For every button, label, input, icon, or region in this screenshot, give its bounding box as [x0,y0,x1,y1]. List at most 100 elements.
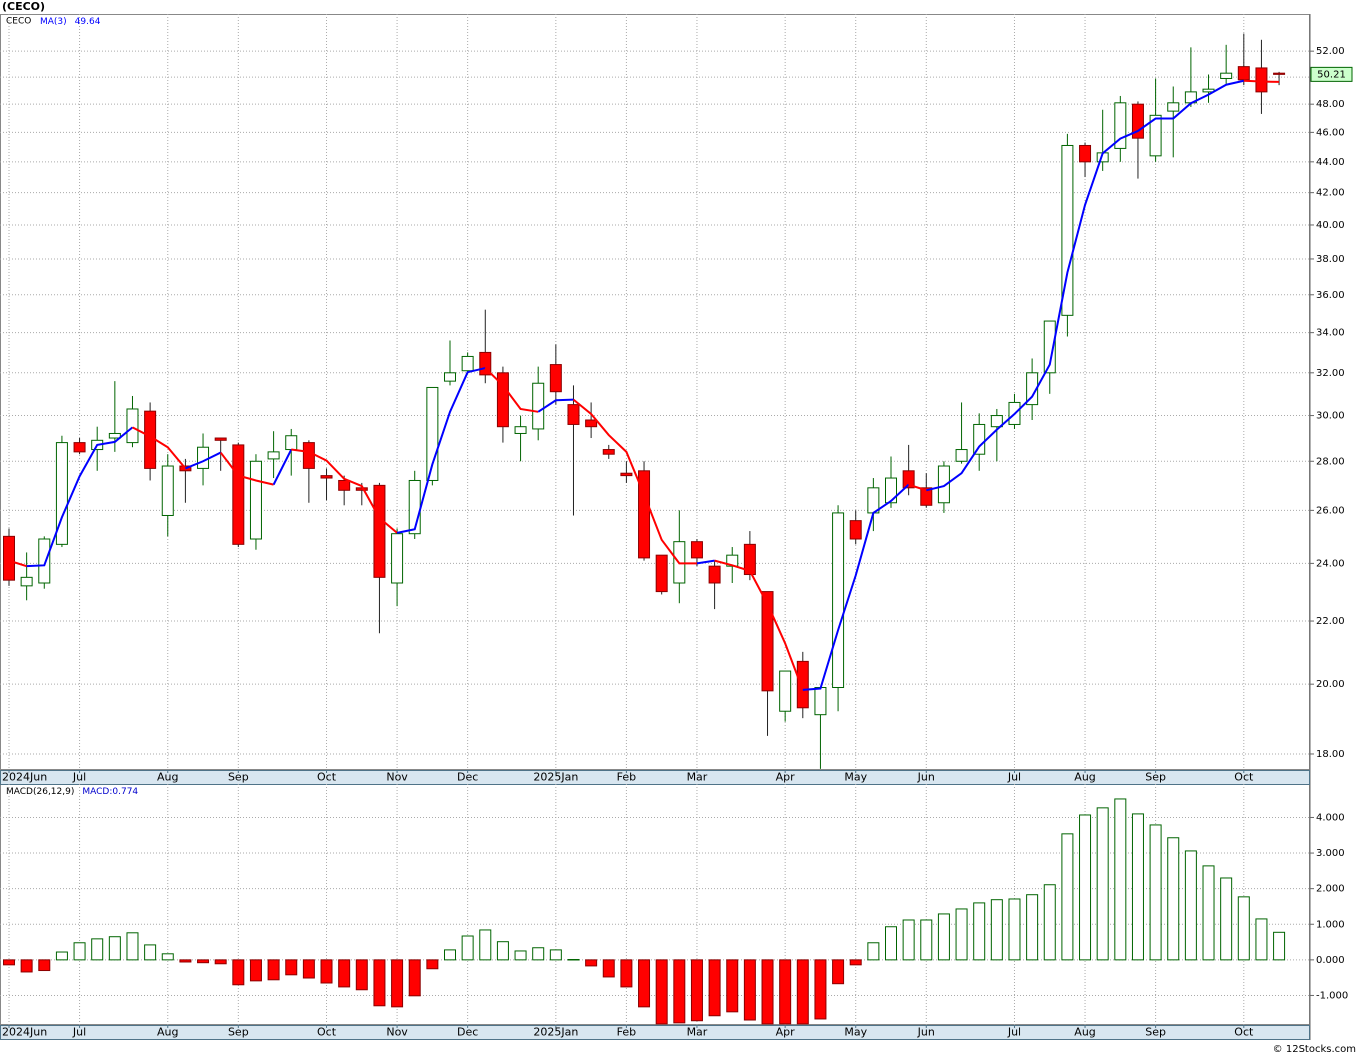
x-tick-label: 2025Jan [533,771,578,784]
candle-body [690,541,703,559]
macd-bar [391,959,404,1008]
x-tick-label: Oct [1234,1026,1254,1039]
y-tick-label: 30.00 [1316,411,1345,422]
x-tick-label: Oct [317,1026,337,1039]
macd-bar [1237,896,1250,961]
x-tick-label: Apr [776,1026,796,1039]
candle-body [302,442,315,469]
macd-bar [144,944,157,961]
y-tick-label: 3.000 [1316,848,1345,859]
candle-body [937,465,950,504]
macd-bar [355,959,368,991]
macd-bar [1202,865,1215,961]
candle-body [214,437,227,441]
candle-body [814,687,827,716]
macd-bar [126,932,139,961]
x-tick-label: Jul [1007,771,1021,784]
macd-bar [673,959,686,1024]
ma-line [926,79,1245,492]
macd-bar [197,959,210,964]
ma-line [484,367,539,413]
candle-body [179,465,192,472]
candle-body [355,487,368,491]
x-tick-label: Nov [386,771,408,784]
y-tick-label: 46.00 [1316,127,1345,138]
candle-body [602,449,615,455]
candle-body [1079,144,1092,163]
macd-bar [1184,850,1197,961]
candle-body [55,442,68,545]
y-tick-label: 44.00 [1316,157,1345,168]
macd-bar [1008,898,1021,961]
macd-bar [38,959,51,972]
macd-bar [743,959,756,1021]
candle-body [1237,66,1250,81]
macd-bar [161,953,174,961]
macd-bar [249,959,262,982]
candle-body [796,660,809,709]
ma-line [185,451,222,470]
x-tick-label: Sep [1145,1026,1166,1039]
candle-body [338,479,351,491]
candle-body [108,432,121,439]
macd-bar [885,926,897,961]
macd-bar [373,959,386,1007]
macd-bar [814,959,827,1020]
macd-bar [73,942,86,961]
macd-bar [302,959,315,979]
candle-body [38,538,51,584]
macd-bar [1061,833,1074,961]
date-strip [0,770,1310,785]
candle-body [73,442,86,453]
macd-bar [1255,918,1268,961]
ma-line [1243,79,1280,83]
candle-body [161,465,174,516]
ma-line [696,559,715,565]
candle-body [779,670,792,712]
candle-body [902,470,915,489]
candle-body [126,408,139,444]
macd-bar [426,959,439,970]
x-tick-label: Jun [917,1026,935,1039]
candle-body [549,364,562,393]
y-tick-label: 38.00 [1316,254,1345,265]
macd-bar [1220,877,1233,961]
ma-line [537,398,574,413]
candle-body [267,451,280,460]
macd-bar [1131,813,1144,961]
y-tick-label: 40.00 [1316,220,1345,231]
macd-bar [585,959,598,967]
y-tick-label: 24.00 [1316,558,1345,569]
macd-bar [602,959,615,978]
grid: 18.00 20.00 22.00 24.00 26.00 28.00 30.00 32.00… [0,14,1348,1040]
y-tick-label: 42.00 [1316,188,1345,199]
legend-ma-value: 49.64 [75,17,101,27]
macd-bar [708,959,721,1017]
x-tick-label: Nov [386,1026,408,1039]
y-tick-label: 34.00 [1316,328,1345,339]
candle-body [1220,72,1233,79]
candle-body [197,446,210,469]
macd-bar [514,950,527,961]
macd-bar [567,958,580,961]
legend-macd-value: 0.774 [112,787,138,797]
macd-bar [638,959,651,1008]
x-tick-label: Dec [457,771,478,784]
macd-bar [761,959,774,1025]
macd-bar [920,919,933,961]
candle-body [638,470,651,559]
marks [3,33,1286,1025]
x-tick-label: Mar [687,1026,708,1039]
x-tick-label: May [844,1026,867,1039]
candle-body [955,449,968,462]
ma-line [396,367,486,534]
x-tick-label: Dec [457,1026,478,1039]
y-tick-label: 20.00 [1316,679,1345,690]
y-tick-label: 1.000 [1316,919,1345,930]
chart-title: (CECO) [2,0,45,13]
macd-bar [1026,894,1039,961]
candle-body [849,520,862,540]
y-tick-label: 36.00 [1316,290,1345,301]
candle-body [655,554,668,593]
y-tick-label: 18.00 [1316,749,1345,760]
